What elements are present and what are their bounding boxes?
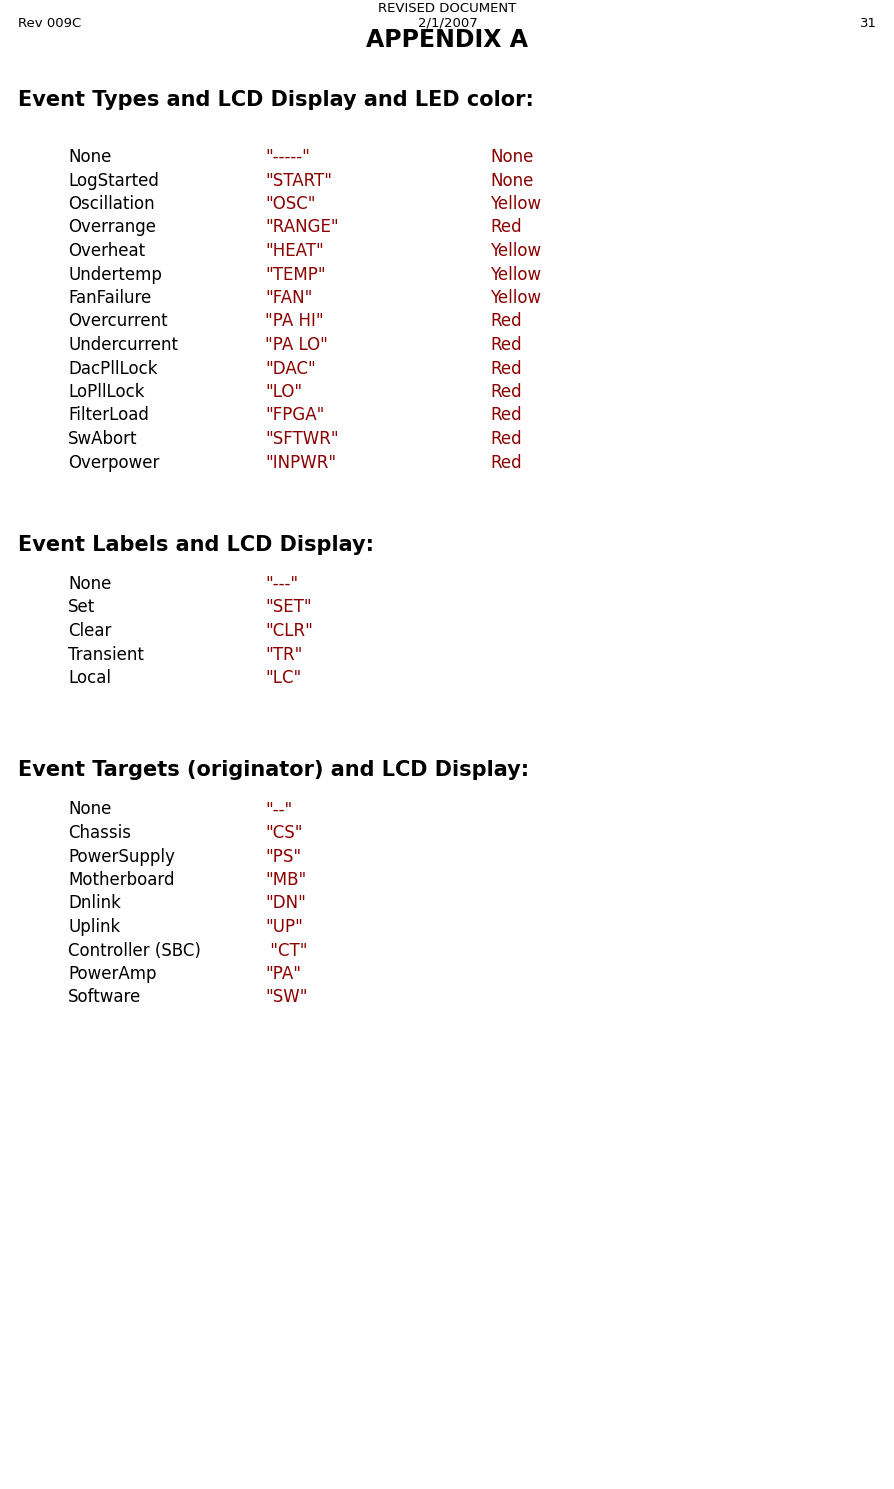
Text: Overcurrent: Overcurrent xyxy=(68,313,167,331)
Text: "OSC": "OSC" xyxy=(265,195,316,213)
Text: Red: Red xyxy=(489,313,521,331)
Text: "RANGE": "RANGE" xyxy=(265,219,338,237)
Text: "LC": "LC" xyxy=(265,669,301,686)
Text: Set: Set xyxy=(68,599,95,616)
Text: "CLR": "CLR" xyxy=(265,622,313,640)
Text: 31: 31 xyxy=(859,16,876,30)
Text: "PA LO": "PA LO" xyxy=(265,337,327,354)
Text: "CT": "CT" xyxy=(265,941,308,959)
Text: "---": "---" xyxy=(265,575,298,593)
Text: APPENDIX A: APPENDIX A xyxy=(366,28,528,52)
Text: "START": "START" xyxy=(265,171,332,189)
Text: SwAbort: SwAbort xyxy=(68,430,138,448)
Text: "CS": "CS" xyxy=(265,823,302,841)
Text: FilterLoad: FilterLoad xyxy=(68,406,148,424)
Text: "SFTWR": "SFTWR" xyxy=(265,430,338,448)
Text: "DN": "DN" xyxy=(265,895,306,913)
Text: Local: Local xyxy=(68,669,111,686)
Text: "-----": "-----" xyxy=(265,147,309,165)
Text: "PS": "PS" xyxy=(265,847,300,865)
Text: Overheat: Overheat xyxy=(68,243,145,261)
Text: Undertemp: Undertemp xyxy=(68,265,162,283)
Text: REVISED DOCUMENT
2/1/2007: REVISED DOCUMENT 2/1/2007 xyxy=(378,1,516,30)
Text: Event Types and LCD Display and LED color:: Event Types and LCD Display and LED colo… xyxy=(18,89,534,110)
Text: PowerSupply: PowerSupply xyxy=(68,847,174,865)
Text: None: None xyxy=(489,147,533,165)
Text: PowerAmp: PowerAmp xyxy=(68,965,156,983)
Text: Yellow: Yellow xyxy=(489,243,541,261)
Text: LoPllLock: LoPllLock xyxy=(68,383,144,401)
Text: "FAN": "FAN" xyxy=(265,289,312,307)
Text: "INPWR": "INPWR" xyxy=(265,454,336,472)
Text: Software: Software xyxy=(68,989,141,1007)
Text: "MB": "MB" xyxy=(265,871,306,889)
Text: Chassis: Chassis xyxy=(68,823,131,841)
Text: Event Targets (originator) and LCD Display:: Event Targets (originator) and LCD Displ… xyxy=(18,761,528,780)
Text: None: None xyxy=(489,171,533,189)
Text: Event Labels and LCD Display:: Event Labels and LCD Display: xyxy=(18,535,374,555)
Text: None: None xyxy=(68,575,111,593)
Text: Yellow: Yellow xyxy=(489,265,541,283)
Text: Red: Red xyxy=(489,430,521,448)
Text: "PA": "PA" xyxy=(265,965,300,983)
Text: Yellow: Yellow xyxy=(489,289,541,307)
Text: Red: Red xyxy=(489,359,521,378)
Text: Dnlink: Dnlink xyxy=(68,895,121,913)
Text: "SET": "SET" xyxy=(265,599,311,616)
Text: Overrange: Overrange xyxy=(68,219,156,237)
Text: Yellow: Yellow xyxy=(489,195,541,213)
Text: "TR": "TR" xyxy=(265,646,302,664)
Text: "DAC": "DAC" xyxy=(265,359,316,378)
Text: "UP": "UP" xyxy=(265,919,302,937)
Text: Red: Red xyxy=(489,219,521,237)
Text: Red: Red xyxy=(489,454,521,472)
Text: LogStarted: LogStarted xyxy=(68,171,159,189)
Text: DacPllLock: DacPllLock xyxy=(68,359,157,378)
Text: Undercurrent: Undercurrent xyxy=(68,337,178,354)
Text: "LO": "LO" xyxy=(265,383,302,401)
Text: "PA HI": "PA HI" xyxy=(265,313,324,331)
Text: Controller (SBC): Controller (SBC) xyxy=(68,941,200,959)
Text: Uplink: Uplink xyxy=(68,919,120,937)
Text: "FPGA": "FPGA" xyxy=(265,406,324,424)
Text: Clear: Clear xyxy=(68,622,111,640)
Text: Motherboard: Motherboard xyxy=(68,871,174,889)
Text: Rev 009C: Rev 009C xyxy=(18,16,81,30)
Text: Red: Red xyxy=(489,337,521,354)
Text: Oscillation: Oscillation xyxy=(68,195,155,213)
Text: Transient: Transient xyxy=(68,646,144,664)
Text: None: None xyxy=(68,801,111,819)
Text: "--": "--" xyxy=(265,801,292,819)
Text: Red: Red xyxy=(489,383,521,401)
Text: Overpower: Overpower xyxy=(68,454,159,472)
Text: "SW": "SW" xyxy=(265,989,308,1007)
Text: Red: Red xyxy=(489,406,521,424)
Text: "TEMP": "TEMP" xyxy=(265,265,325,283)
Text: "HEAT": "HEAT" xyxy=(265,243,324,261)
Text: FanFailure: FanFailure xyxy=(68,289,151,307)
Text: None: None xyxy=(68,147,111,165)
